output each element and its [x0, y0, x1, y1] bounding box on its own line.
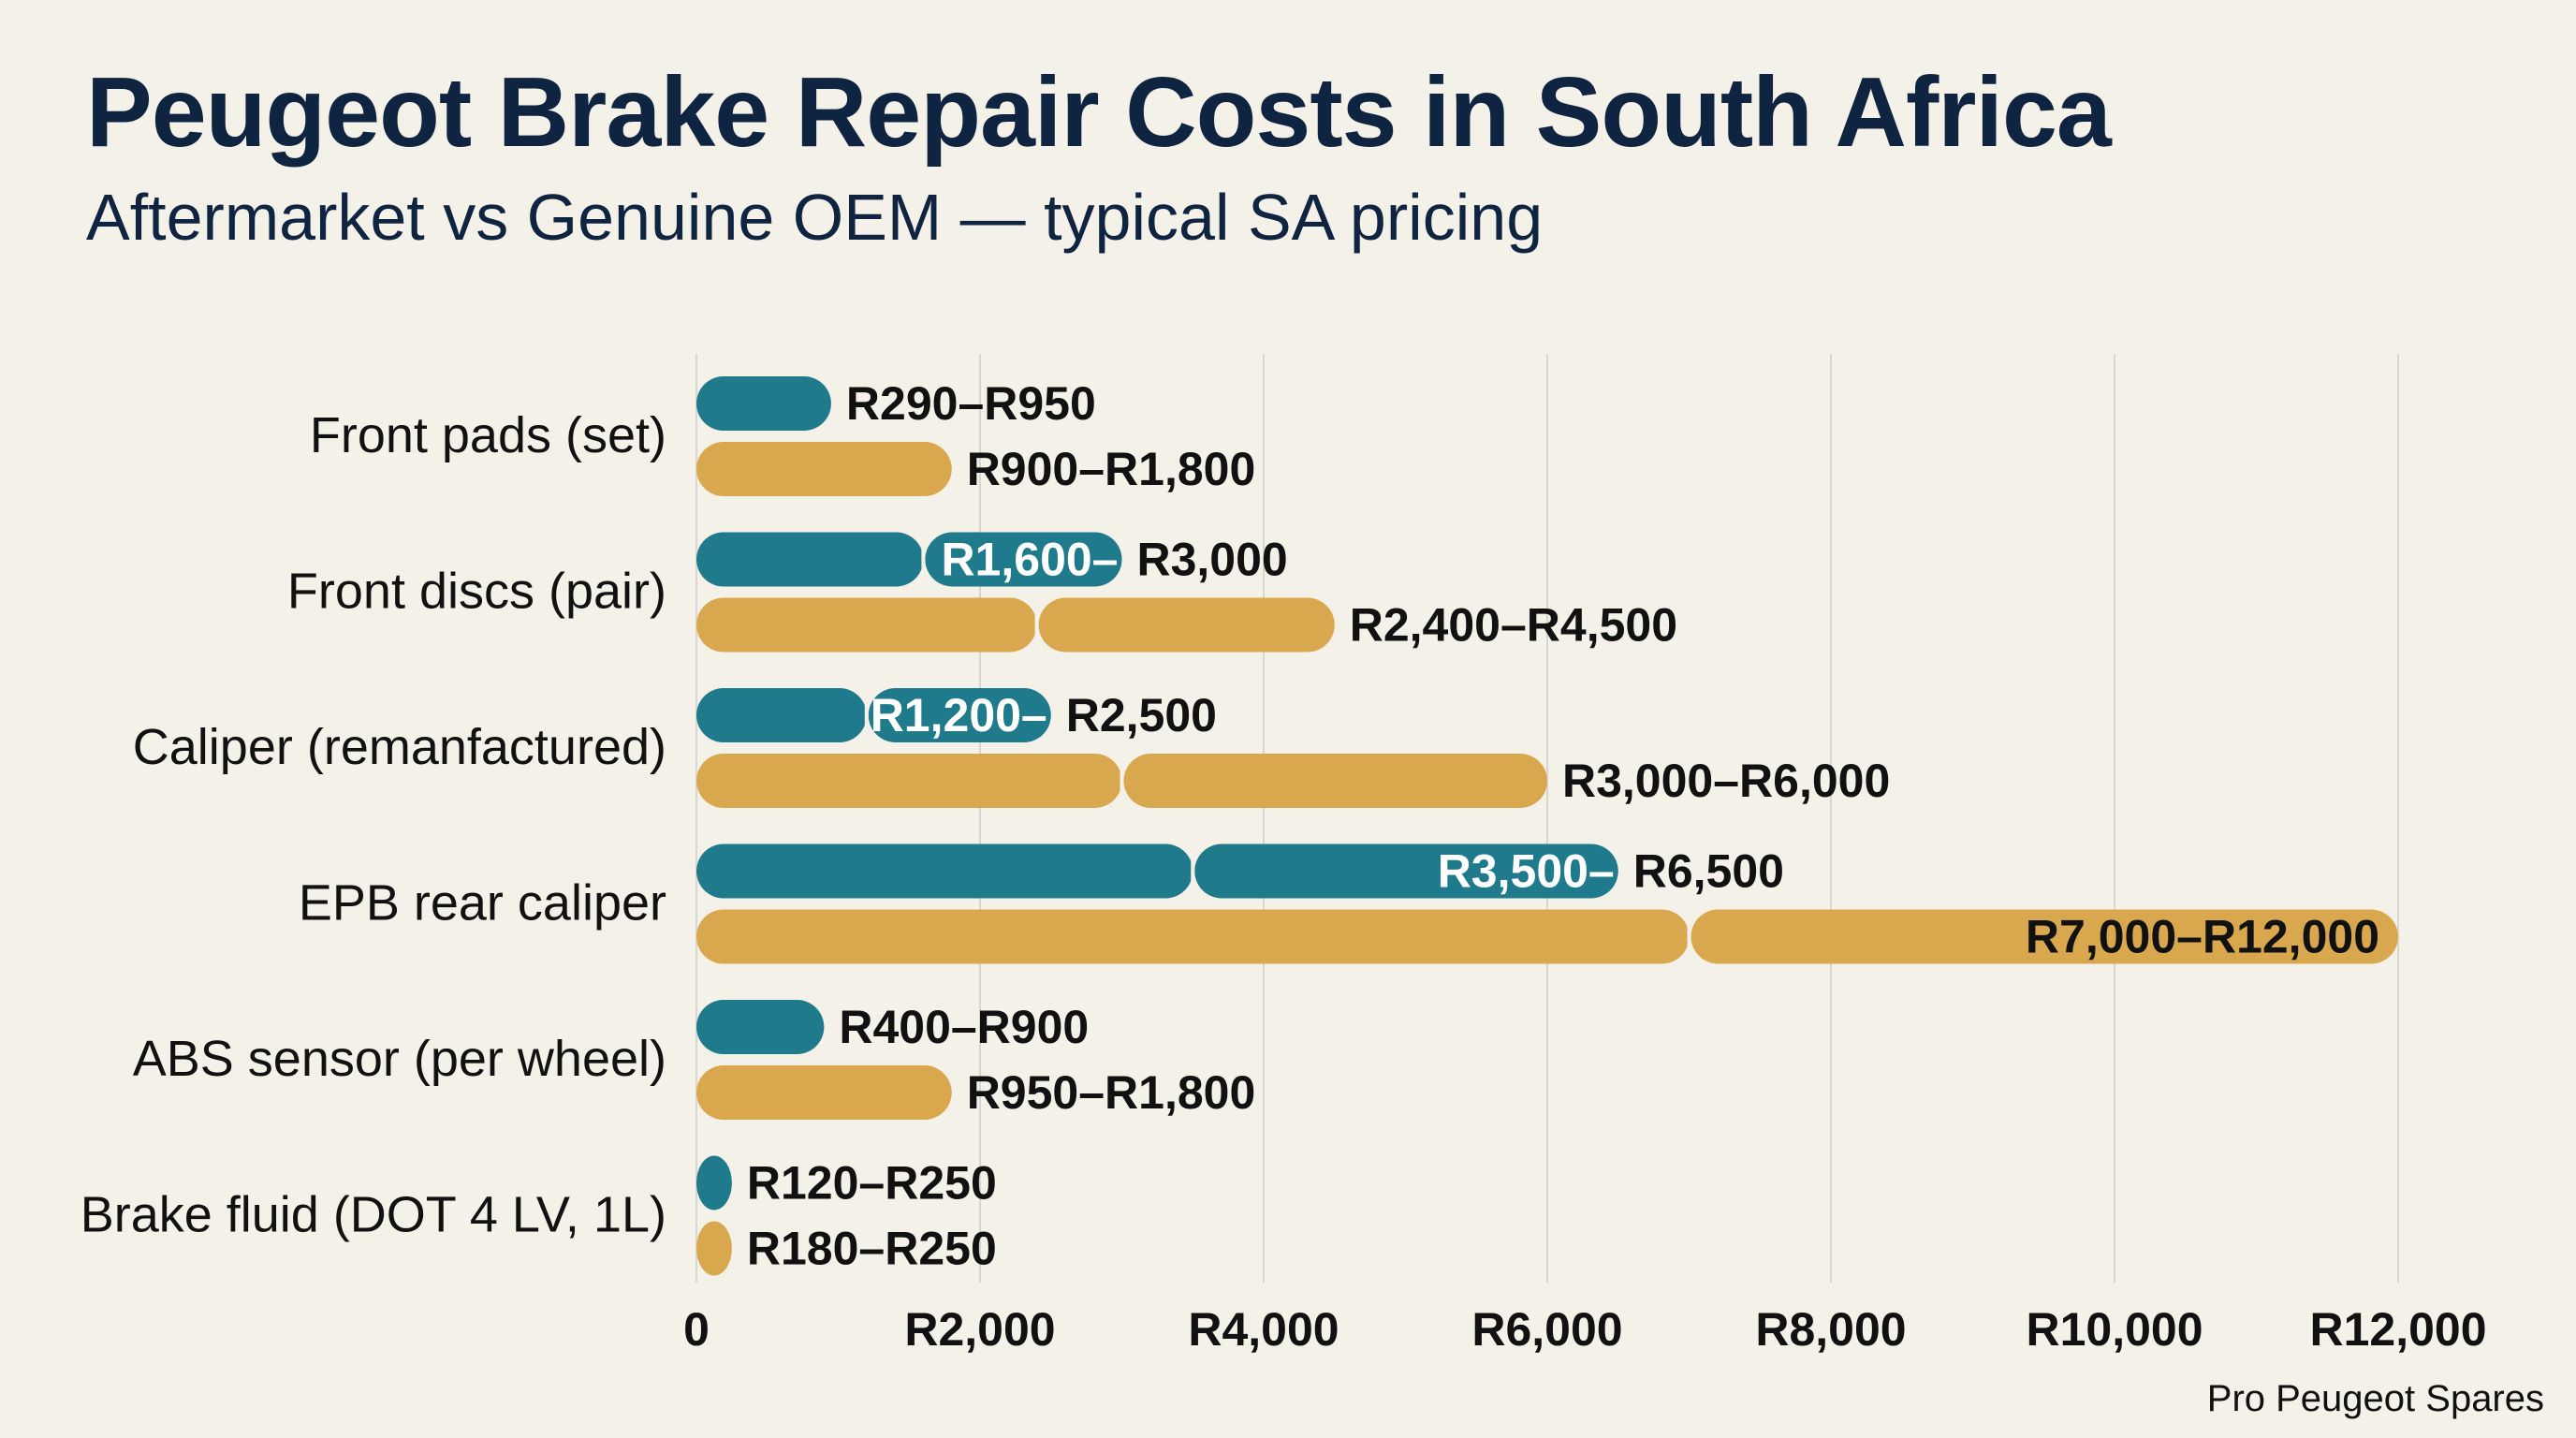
aftermarket-bar-group: R400–R900	[696, 1000, 1089, 1054]
aftermarket-bar-group: R3,500– R6,500	[696, 844, 1784, 899]
chart-subtitle: Aftermarket vs Genuine OEM — typical SA …	[86, 181, 1544, 254]
oem-bar-group: R2,400–R4,500	[696, 597, 1677, 653]
category-label: EPB rear caliper	[299, 875, 666, 932]
x-tick-label: 0	[683, 1303, 710, 1356]
x-tick-label: R2,000	[904, 1303, 1055, 1356]
bar-value-label: R900–R1,800	[967, 443, 1256, 495]
x-tick-label: R10,000	[2026, 1303, 2203, 1356]
aftermarket-bar	[696, 1000, 825, 1054]
bar-value-label: R950–R1,800	[967, 1066, 1256, 1119]
aftermarket-bar-group: R290–R950	[696, 376, 1096, 431]
oem-bar-base	[696, 597, 1037, 653]
bar-value-label: R3,000	[1137, 534, 1288, 586]
x-tick-label: R8,000	[1755, 1303, 1906, 1356]
aftermarket-bar-group: R120–R250	[696, 1155, 997, 1211]
source-credit: Pro Peugeot Spares	[2206, 1378, 2544, 1419]
chart-title: Peugeot Brake Repair Costs in South Afri…	[86, 57, 2112, 168]
aftermarket-bar-base	[696, 844, 1193, 899]
bar-value-label: R2,500	[1066, 689, 1217, 741]
category-label: Front pads (set)	[310, 407, 666, 463]
category-label: Front discs (pair)	[287, 564, 666, 620]
oem-bar	[696, 442, 952, 496]
aftermarket-bar-range	[868, 688, 1051, 742]
bar-value-label: R3,000–R6,000	[1562, 755, 1890, 807]
x-tick-label: R12,000	[2309, 1303, 2486, 1356]
x-tick-label: R4,000	[1188, 1303, 1339, 1356]
aftermarket-bar-range	[925, 532, 1122, 587]
category-label: Caliper (remanfactured)	[133, 719, 666, 775]
aftermarket-bar-base	[696, 688, 867, 742]
oem-bar-group: R900–R1,800	[696, 442, 1255, 496]
oem-bar-group: R7,000–R12,000	[696, 909, 2398, 964]
bar-value-label: R400–R900	[839, 1001, 1089, 1053]
bar-value-label: R6,500	[1633, 845, 1784, 898]
oem-bar-group: R180–R250	[696, 1221, 997, 1276]
bar-value-label: R120–R250	[747, 1157, 997, 1210]
aftermarket-bar	[696, 376, 831, 431]
bar-value-label: R7,000–R12,000	[2026, 911, 2379, 963]
aftermarket-bar-group: R1,200– R2,500	[696, 688, 1217, 742]
x-tick-label: R6,000	[1471, 1303, 1622, 1356]
oem-bar-base	[696, 909, 1690, 964]
bar-value-label: R2,400–R4,500	[1350, 599, 1677, 652]
aftermarket-bar-base	[696, 532, 924, 587]
oem-bar-group: R3,000–R6,000	[696, 754, 1890, 808]
bar-inner-label: R1,600–	[941, 534, 1118, 586]
oem-bar-range	[1690, 909, 2398, 964]
category-label: Brake fluid (DOT 4 LV, 1L)	[80, 1187, 666, 1243]
oem-bar-base	[696, 754, 1122, 808]
aftermarket-bar	[696, 1155, 732, 1211]
oem-bar	[696, 1065, 952, 1120]
bar-value-label: R290–R950	[846, 377, 1096, 430]
oem-bar-group: R950–R1,800	[696, 1065, 1255, 1120]
bar-inner-label: R1,200–	[871, 689, 1047, 741]
oem-bar-range	[1038, 597, 1335, 653]
bar-value-label: R180–R250	[747, 1223, 997, 1275]
category-label: ABS sensor (per wheel)	[133, 1031, 666, 1087]
oem-bar-range	[1123, 754, 1547, 808]
aftermarket-bar-range	[1194, 844, 1618, 899]
oem-bar	[696, 1221, 732, 1276]
bar-inner-label: R3,500–	[1438, 845, 1615, 898]
aftermarket-bar-group: R1,600– R3,000	[696, 532, 1288, 587]
